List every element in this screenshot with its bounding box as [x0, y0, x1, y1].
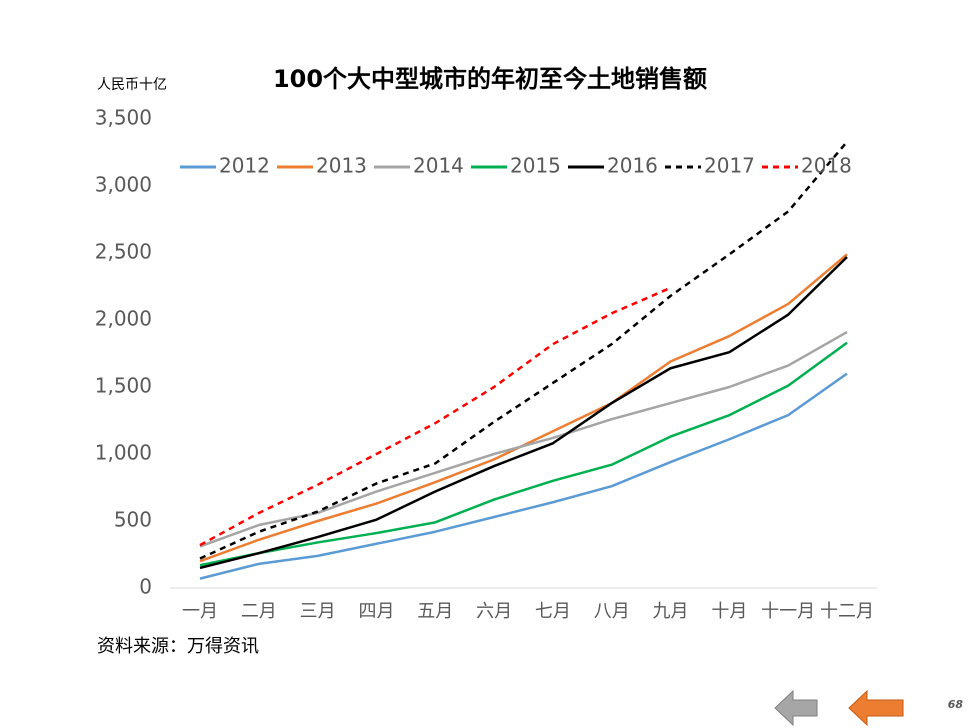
y-tick-label: 2,500 [95, 240, 152, 264]
x-tick-label: 六月 [476, 601, 512, 622]
x-tick-label: 十月 [711, 601, 747, 622]
legend-label: 2012 [219, 154, 270, 178]
legend-label: 2017 [704, 154, 755, 178]
source-note: 资料来源：万得资讯 [97, 636, 259, 657]
y-tick-label: 1,000 [95, 441, 152, 465]
x-tick-label: 一月 [182, 601, 218, 622]
series-line [199, 330, 848, 548]
legend-label: 2018 [801, 154, 852, 178]
series-line [199, 341, 848, 567]
x-tick-label: 四月 [358, 601, 394, 622]
legend-label: 2016 [607, 154, 658, 178]
chart-title: 100个大中型城市的年初至今土地销售额 [273, 65, 707, 93]
y-tick-label: 3,500 [95, 106, 152, 130]
x-tick-label: 九月 [653, 601, 689, 622]
next-button[interactable] [848, 689, 904, 727]
x-tick-label: 三月 [300, 601, 336, 622]
x-tick-label: 十二月 [820, 601, 874, 622]
y-tick-label: 3,000 [95, 173, 152, 197]
x-tick-label: 五月 [417, 601, 453, 622]
series-line [199, 253, 848, 563]
y-tick-label: 500 [114, 508, 152, 532]
x-tick-label: 七月 [535, 601, 571, 622]
series-line [199, 140, 848, 560]
y-tick-label: 0 [139, 575, 152, 599]
legend-label: 2013 [316, 154, 367, 178]
y-axis-label: 人民币十亿 [97, 77, 167, 93]
series-line [199, 286, 672, 547]
y-tick-label: 1,500 [95, 374, 152, 398]
x-tick-label: 十一月 [761, 601, 815, 622]
series-line [199, 256, 848, 570]
x-tick-label: 二月 [241, 601, 277, 622]
y-tick-label: 2,000 [95, 307, 152, 331]
legend-label: 2015 [510, 154, 561, 178]
series-line [199, 372, 848, 580]
legend-label: 2014 [413, 154, 464, 178]
prev-button[interactable] [774, 689, 818, 727]
x-tick-label: 八月 [594, 601, 630, 622]
page-number: 68 [948, 698, 964, 711]
